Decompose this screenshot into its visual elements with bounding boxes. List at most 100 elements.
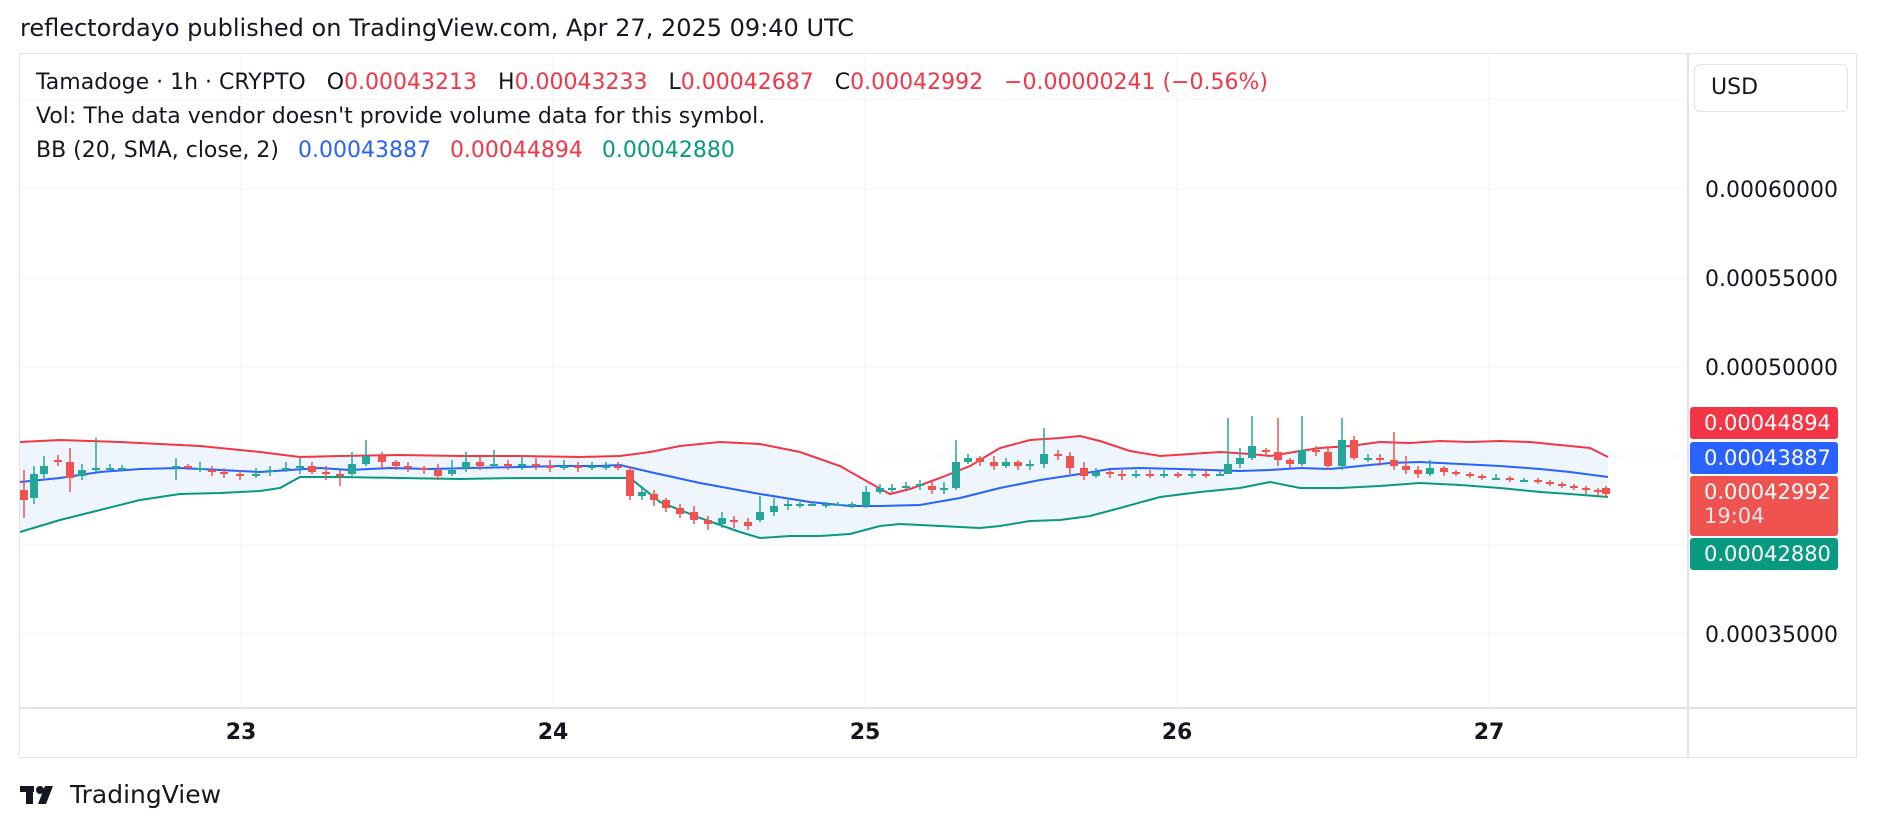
ohlc-legend: Tamadoge · 1h · CRYPTO O0.00043213 H0.00…	[36, 70, 1268, 95]
candle-body	[638, 492, 646, 496]
candle-body	[296, 466, 304, 468]
bar-countdown: 19:04	[1704, 504, 1765, 528]
candle-body	[322, 472, 330, 474]
candle-body	[236, 474, 244, 476]
bollinger-band-fill	[20, 436, 1608, 538]
lower-band-line	[19, 476, 1609, 540]
currency-selector[interactable]: USD	[1694, 64, 1848, 112]
candle-body	[462, 462, 470, 468]
x-tick-label: 27	[1473, 720, 1505, 745]
y-tick-label: 0.00035000	[1705, 623, 1838, 648]
candle-body	[1466, 474, 1474, 476]
candle-body	[1602, 488, 1610, 494]
candle-body	[1426, 468, 1434, 474]
candle-body	[1364, 458, 1372, 460]
candle-body	[730, 520, 738, 522]
candle-body	[1118, 474, 1126, 476]
chart-frame	[19, 53, 1857, 758]
candle-body	[1216, 474, 1224, 476]
candle-body	[282, 468, 290, 470]
y-tick-label: 0.00050000	[1705, 356, 1838, 381]
candle-body	[54, 460, 62, 462]
last-price-value: 0.00042992	[1704, 480, 1831, 504]
candle-body	[1092, 472, 1100, 476]
symbol-label[interactable]: Tamadoge · 1h · CRYPTO	[36, 70, 306, 95]
y-tick-label: 0.00060000	[1705, 178, 1838, 203]
candle-body	[1376, 458, 1384, 460]
candle-body	[208, 470, 216, 472]
candle-body	[252, 474, 260, 476]
candle-body	[1534, 480, 1542, 482]
candle-body	[848, 504, 856, 506]
candle-body	[1520, 480, 1528, 482]
candle-body	[1558, 484, 1566, 486]
candle-body	[1312, 450, 1320, 452]
candle-body	[1262, 450, 1270, 452]
candle-body	[796, 504, 804, 506]
candle-body	[66, 462, 74, 478]
candle-body	[1478, 476, 1486, 478]
candle-body	[1506, 478, 1514, 480]
candle-body	[1106, 472, 1114, 474]
candle-body	[172, 466, 180, 468]
candle-body	[546, 466, 554, 468]
candle-body	[1202, 474, 1210, 476]
candle-body	[976, 458, 984, 462]
change-value: −0.00000241 (−0.56%)	[1004, 70, 1268, 95]
candle-body	[940, 488, 948, 490]
bb-label[interactable]: BB (20, SMA, close, 2)	[36, 138, 279, 163]
candle-body	[808, 504, 816, 506]
candle-body	[1188, 474, 1196, 476]
high-value: 0.00043233	[514, 70, 648, 95]
last-price-label: 0.00042992 19:04	[1690, 476, 1838, 536]
candle-body	[362, 456, 370, 464]
x-tick-label: 26	[1161, 720, 1193, 745]
x-tick-label: 25	[849, 720, 881, 745]
candle-body	[504, 464, 512, 466]
candle-body	[1440, 468, 1448, 472]
candle-body	[952, 462, 960, 488]
candle-body	[20, 490, 28, 500]
candle-body	[1132, 474, 1140, 476]
candle-body	[404, 466, 412, 468]
candle-body	[118, 468, 126, 470]
candle-body	[990, 462, 998, 466]
candle-body	[626, 470, 634, 496]
close-label: C	[834, 70, 851, 95]
candle-body	[92, 468, 100, 470]
candle-body	[1350, 440, 1358, 458]
candle-body	[1248, 446, 1256, 458]
candle-body	[690, 512, 698, 520]
candle-body	[916, 484, 924, 486]
candle-body	[40, 466, 48, 474]
brand-name: TradingView	[70, 780, 222, 809]
candle-body	[1492, 478, 1500, 480]
bb-upper-value: 0.00044894	[449, 138, 583, 163]
candle-body	[1390, 460, 1398, 466]
candle-body	[902, 486, 910, 488]
tradingview-logo[interactable]: TradingView	[20, 780, 221, 809]
candle-body	[1414, 470, 1422, 474]
open-value: 0.00043213	[344, 70, 478, 95]
candle-body	[1146, 474, 1154, 476]
candle-body	[448, 470, 456, 474]
candle-body	[266, 470, 274, 472]
open-label: O	[326, 70, 345, 95]
candle-body	[834, 504, 842, 506]
candle-body	[744, 522, 752, 526]
publisher-line: reflectordayo published on TradingView.c…	[20, 14, 855, 42]
volume-note: Vol: The data vendor doesn't provide vol…	[36, 104, 766, 129]
bb-legend: BB (20, SMA, close, 2) 0.00043887 0.0004…	[36, 138, 735, 163]
candle-body	[378, 456, 386, 462]
candle-body	[862, 492, 870, 506]
candle-body	[106, 468, 114, 470]
candle-body	[784, 504, 792, 506]
candle-body	[1054, 454, 1062, 456]
candle-body	[1570, 486, 1578, 488]
candle-body	[718, 518, 726, 524]
candle-body	[184, 466, 192, 468]
low-value: 0.00042687	[680, 70, 814, 95]
candle-body	[1236, 458, 1244, 464]
x-tick-label: 24	[537, 720, 569, 745]
